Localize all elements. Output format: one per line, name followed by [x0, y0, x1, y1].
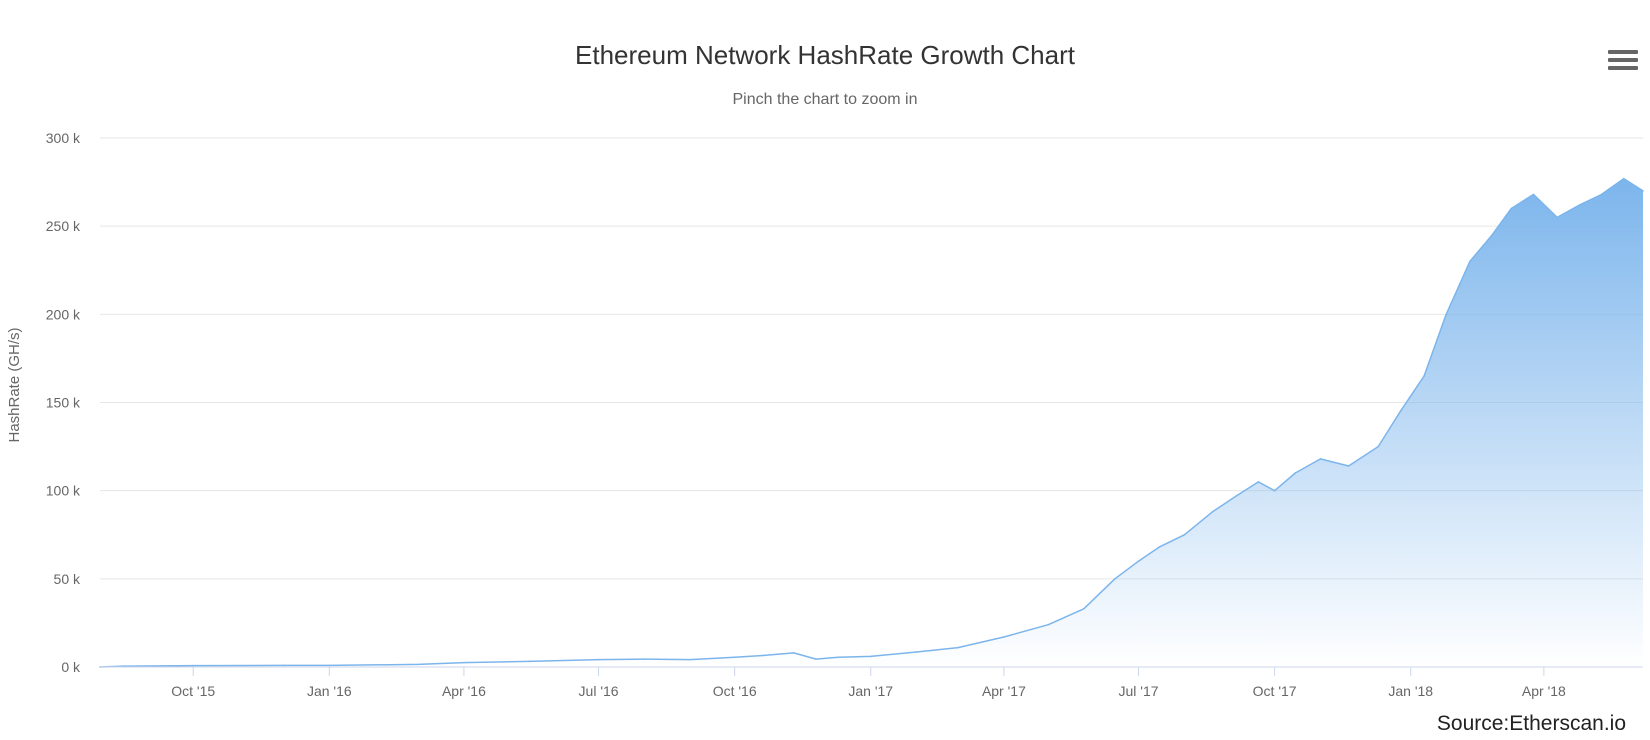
- data-point: [837, 656, 839, 659]
- x-tick-label: Apr '18: [1522, 683, 1566, 699]
- x-tick-label: Jan '16: [307, 683, 352, 699]
- data-point: [1556, 216, 1558, 219]
- x-tick-label: Jul '16: [579, 683, 619, 699]
- x-tick-label: Oct '16: [713, 683, 757, 699]
- data-point: [1623, 177, 1625, 180]
- chart-subtitle: Pinch the chart to zoom in: [732, 91, 918, 108]
- x-tick-label: Jan '18: [1388, 683, 1433, 699]
- x-tick-label: Oct '15: [171, 683, 215, 699]
- menu-icon-bar: [1608, 66, 1638, 70]
- data-point: [689, 658, 692, 661]
- data-point: [1183, 534, 1186, 536]
- data-point: [1273, 489, 1276, 492]
- y-tick-label: 150 k: [46, 395, 81, 411]
- data-point: [417, 663, 419, 666]
- y-tick-label: 50 k: [54, 571, 81, 587]
- data-point: [762, 654, 764, 657]
- series-layer: [99, 177, 1644, 668]
- data-point: [328, 664, 331, 667]
- x-tick-label: Apr '17: [982, 683, 1026, 699]
- data-point: [1510, 207, 1513, 210]
- data-point: [733, 656, 736, 659]
- x-tick-label: Apr '16: [442, 683, 486, 699]
- data-point: [1423, 375, 1425, 377]
- data-point: [1235, 495, 1237, 497]
- data-point: [1491, 234, 1493, 236]
- data-point: [1114, 578, 1116, 580]
- data-point: [528, 660, 530, 663]
- data-point: [1003, 636, 1005, 638]
- x-tick-label: Jul '17: [1119, 683, 1159, 699]
- source-credit[interactable]: Source:Etherscan.io: [1436, 712, 1626, 735]
- data-point: [192, 664, 194, 667]
- data-point: [1257, 481, 1260, 483]
- hamburger-menu-icon[interactable]: [1608, 50, 1638, 76]
- y-axis-title: HashRate (GH/s): [6, 327, 23, 442]
- data-point: [915, 651, 918, 653]
- y-tick-label: 100 k: [46, 483, 81, 499]
- axes: 0 k 50 k 100 k 150 k 200 k 250 k 300 k Oct '15 J…: [46, 130, 1643, 699]
- y-tick-label: 300 k: [46, 130, 81, 146]
- data-point: [1211, 511, 1214, 513]
- data-point: [643, 658, 646, 660]
- data-point: [1445, 313, 1447, 316]
- data-point: [1319, 458, 1322, 460]
- data-point: [793, 652, 795, 654]
- data-point: [1294, 472, 1297, 474]
- x-tick-label: Jan '17: [848, 683, 893, 699]
- y-tick-label: 200 k: [46, 306, 81, 322]
- data-point: [1399, 410, 1402, 413]
- data-point: [1578, 204, 1581, 206]
- data-point: [1137, 560, 1140, 562]
- data-point: [815, 658, 817, 660]
- y-tick-label: 250 k: [46, 218, 81, 234]
- hashrate-area: [100, 178, 1643, 667]
- y-tick-label: 0 k: [61, 659, 81, 675]
- data-point: [1047, 623, 1050, 626]
- data-point: [1469, 260, 1471, 263]
- data-point: [463, 661, 465, 664]
- x-tick-label: Oct '17: [1253, 683, 1297, 699]
- data-point: [1600, 193, 1603, 196]
- data-point: [1083, 608, 1085, 610]
- data-point: [1347, 465, 1350, 467]
- data-point: [1377, 445, 1379, 448]
- data-point: [282, 664, 285, 667]
- data-point: [957, 646, 959, 649]
- data-point: [1158, 546, 1160, 548]
- data-point: [597, 658, 600, 661]
- hashrate-line: [99, 177, 1644, 668]
- chart-title: Ethereum Network HashRate Growth Chart: [575, 40, 1075, 70]
- data-point: [1642, 190, 1644, 192]
- data-point: [870, 655, 872, 658]
- data-point: [1532, 193, 1535, 196]
- menu-icon-bar: [1608, 58, 1638, 62]
- menu-icon-bar: [1608, 50, 1638, 54]
